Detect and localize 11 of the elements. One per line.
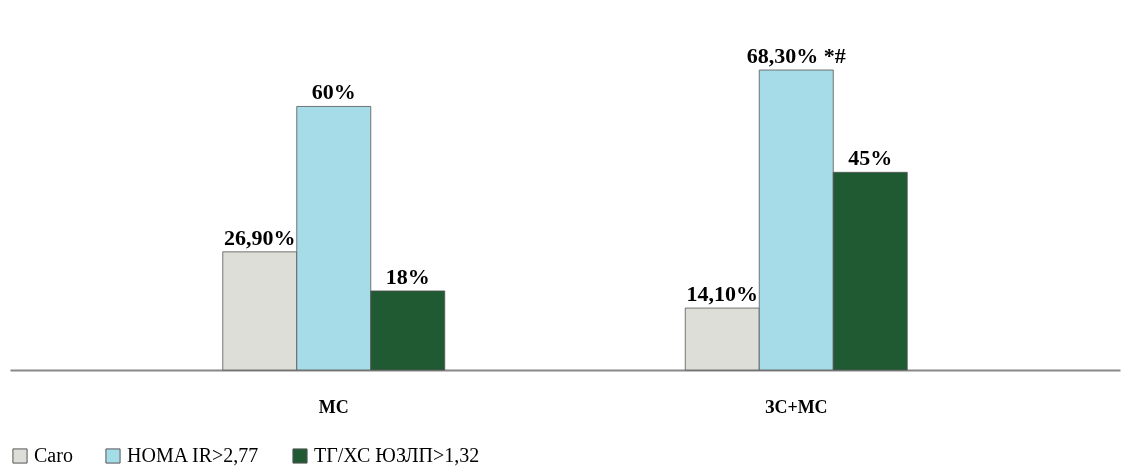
data-label: 45% <box>848 145 893 171</box>
legend-label: HOMA IR>2,77 <box>127 444 259 466</box>
data-label: 18% <box>385 263 430 289</box>
data-label: 26,90% <box>224 224 296 250</box>
data-label: 68,30% *# <box>746 43 846 68</box>
legend-label: Caro <box>34 444 73 466</box>
x-tick-label: ЗС+МС <box>764 396 828 417</box>
data-label: 14,10% <box>686 281 758 307</box>
data-label: 60% <box>311 79 356 105</box>
legend-label: ТГ/ХС ЮЗЛП>1,32 <box>314 444 480 466</box>
x-tick-label: МС <box>318 396 349 417</box>
